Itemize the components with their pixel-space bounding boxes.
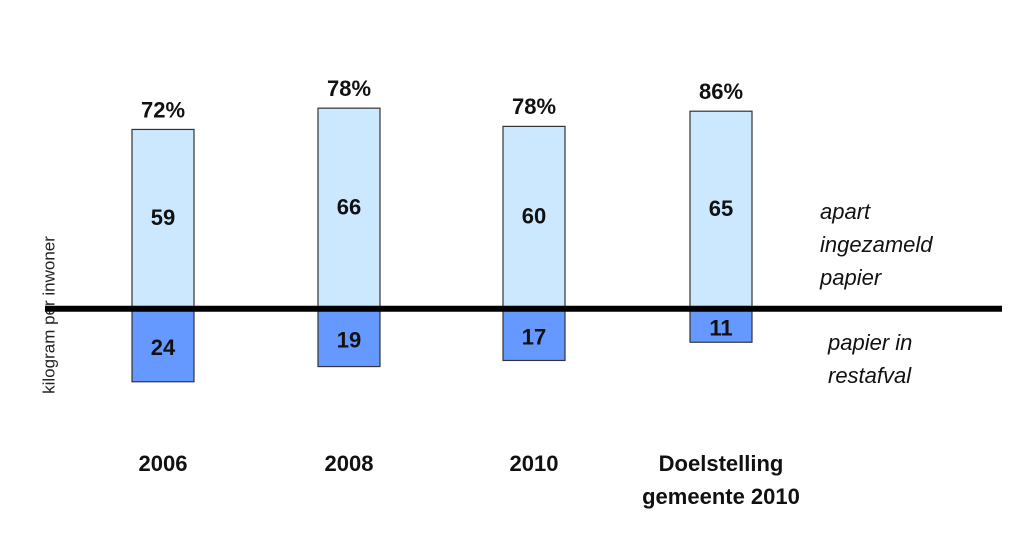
value-label: 60 [522, 203, 546, 228]
value-label: 11 [709, 315, 732, 340]
percentage-label: 78% [327, 76, 371, 101]
value-label: 66 [337, 194, 361, 219]
bar [689, 110, 753, 310]
bar [689, 308, 753, 343]
percentage-label: 72% [141, 97, 185, 122]
bar [317, 308, 381, 368]
legend-label: apart ingezameld papier [820, 199, 933, 290]
x-tick-label: 2010 [509, 451, 559, 476]
bar [317, 107, 381, 310]
x-tick-label: 2006 [138, 451, 188, 476]
percentage-label: 78% [512, 94, 556, 119]
value-label: 19 [337, 327, 361, 352]
x-tick-label: Doelstelling gemeente 2010 [642, 451, 800, 509]
x-tick-label: 2008 [324, 451, 374, 476]
bar [131, 308, 195, 383]
bar [502, 125, 566, 310]
percentage-label: 86% [699, 79, 743, 104]
bar [131, 128, 195, 310]
y-axis-label: kilogram per inwoner [39, 236, 58, 394]
value-label: 59 [151, 205, 175, 230]
value-label: 24 [151, 335, 176, 360]
value-label: 65 [709, 196, 733, 221]
legend-label: papier in restafval [828, 330, 913, 388]
value-label: 17 [522, 324, 546, 349]
